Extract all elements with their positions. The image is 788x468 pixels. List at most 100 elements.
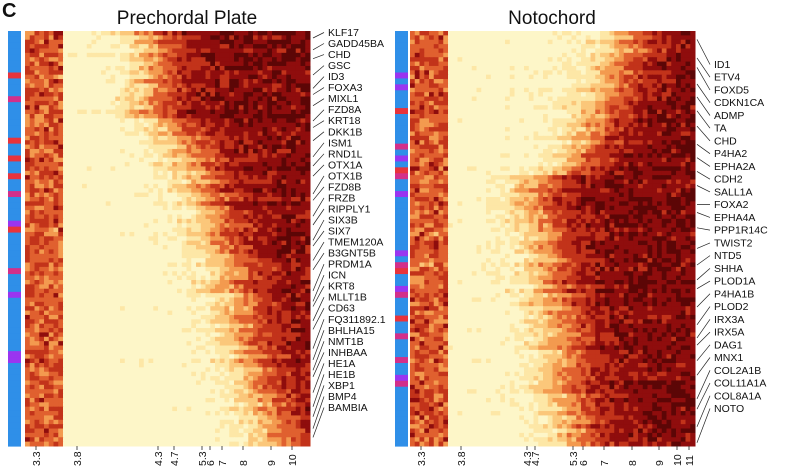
heat-cell [153,376,159,381]
heat-cell [29,205,35,211]
heat-cell [25,153,31,159]
heat-cell [158,70,164,76]
heat-cell [82,201,88,207]
heat-cell [105,170,111,176]
heat-cell [77,79,83,84]
heat-cell [44,118,50,124]
heat-cell [129,363,135,368]
heat-cell [86,170,92,176]
heat-cell [82,39,88,45]
heat-cell [238,314,244,320]
heat-cell [29,284,35,290]
heat-cell [238,57,244,63]
heat-cell [229,249,235,255]
heat-cell [120,170,126,176]
heat-cell [148,223,154,229]
heat-cell [110,363,116,368]
heat-cell [139,83,145,89]
heat-cell [191,205,197,211]
heat-cell [305,271,311,277]
strip-cell [8,119,21,127]
heat-cell [305,218,311,224]
heat-cell [186,65,192,71]
heat-cell [257,192,263,198]
heat-cell [34,205,40,211]
heat-cell [67,39,73,45]
heat-cell [134,363,140,368]
heat-cell [48,70,54,76]
heat-cell [153,65,159,71]
heat-cell [229,323,235,329]
heat-cell [181,70,187,76]
heat-cell [124,31,130,36]
heat-cell [219,371,225,377]
heat-cell [295,223,301,229]
heat-cell [291,376,297,381]
heat-cell [243,105,249,111]
heat-cell [177,332,183,338]
heat-cell [48,79,54,84]
heat-cell [196,157,202,163]
heat-cell [257,258,263,264]
heat-cell [120,35,126,41]
heat-cell [172,363,178,368]
heat-cell [91,380,97,386]
heat-cell [143,131,149,137]
heat-cell [291,153,297,159]
heat-cell [148,319,154,325]
heat-cell [243,61,249,67]
heat-cell [72,100,78,106]
heat-cell [186,61,192,67]
heat-cell [191,179,197,185]
heat-cell [286,44,292,49]
heat-cell [272,166,278,172]
heat-cell [219,144,225,150]
heat-cell [257,118,263,124]
heat-cell [105,323,111,329]
heat-cell [181,328,187,333]
heat-cell [44,179,50,185]
heat-cell [63,170,69,176]
heat-cell [115,271,121,277]
heat-cell [44,31,50,36]
heat-cell [300,197,306,202]
heat-cell [39,306,45,312]
heat-cell [25,310,31,316]
heat-cell [101,105,107,111]
heat-cell [110,306,116,312]
heat-cell [243,349,249,355]
heat-cell [172,288,178,294]
heat-cell [53,201,59,207]
heat-cell [158,231,164,237]
heat-cell [96,201,102,207]
heat-cell [224,96,230,102]
heat-cell [200,310,206,316]
heat-cell [295,162,301,167]
heat-cell [53,122,59,128]
heat-cell [205,148,211,154]
heat-cell [281,314,287,320]
heat-cell [101,79,107,84]
heat-cell [39,52,45,58]
heat-cell [295,48,301,54]
heat-cell [153,341,159,347]
heat-cell [191,319,197,325]
heat-cell [86,240,92,246]
heat-cell [86,328,92,333]
heat-cell [105,96,111,102]
heat-cell [48,367,54,373]
heat-cell [153,197,159,202]
heat-cell [86,48,92,54]
heat-cell [153,258,159,264]
heat-cell [234,349,240,355]
heat-cell [281,306,287,312]
heat-cell [124,249,130,255]
heat-cell [63,258,69,264]
heat-cell [234,245,240,250]
heat-cell [172,227,178,233]
heat-cell [115,122,121,128]
heat-cell [124,271,130,277]
heat-cell [219,319,225,325]
heat-cell [181,44,187,49]
heat-cell [229,319,235,325]
